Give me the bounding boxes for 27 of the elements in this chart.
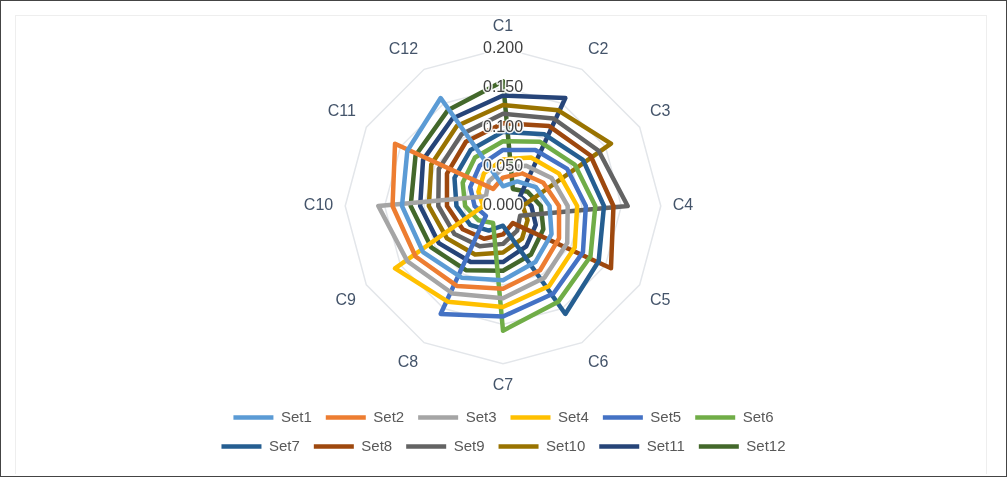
spoke-label: C6 xyxy=(587,353,609,371)
legend-label: Set1 xyxy=(280,407,312,425)
spoke-label: C3 xyxy=(650,101,671,119)
legend-label: Set3 xyxy=(465,407,497,425)
spoke-label: C7 xyxy=(492,375,514,393)
spoke-label: C9 xyxy=(335,290,357,308)
legend-label: Set10 xyxy=(546,436,586,454)
spoke-label: C4 xyxy=(672,196,694,214)
legend-label: Set6 xyxy=(742,407,774,425)
legend-label: Set4 xyxy=(558,407,589,425)
spoke-label: C5 xyxy=(650,290,671,308)
legend-label: Set8 xyxy=(361,436,393,454)
spoke-label: C1 xyxy=(492,17,514,35)
spoke-label: C8 xyxy=(397,353,419,371)
spoke-label: C10 xyxy=(303,196,334,214)
spoke-label: C11 xyxy=(327,101,357,119)
legend-label: Set11 xyxy=(646,436,685,454)
legend-label: Set5 xyxy=(650,407,682,425)
spoke-label: C2 xyxy=(587,39,609,57)
legend-label: Set2 xyxy=(373,407,405,425)
legend-label: Set12 xyxy=(746,436,786,454)
y-tick-label: 0.200 xyxy=(482,38,524,56)
legend-label: Set9 xyxy=(453,436,485,454)
legend-label: Set7 xyxy=(268,436,300,454)
y-tick-label: 0.050 xyxy=(482,156,524,174)
spoke-label: C12 xyxy=(388,39,419,57)
y-tick-label: 0.100 xyxy=(482,117,524,135)
